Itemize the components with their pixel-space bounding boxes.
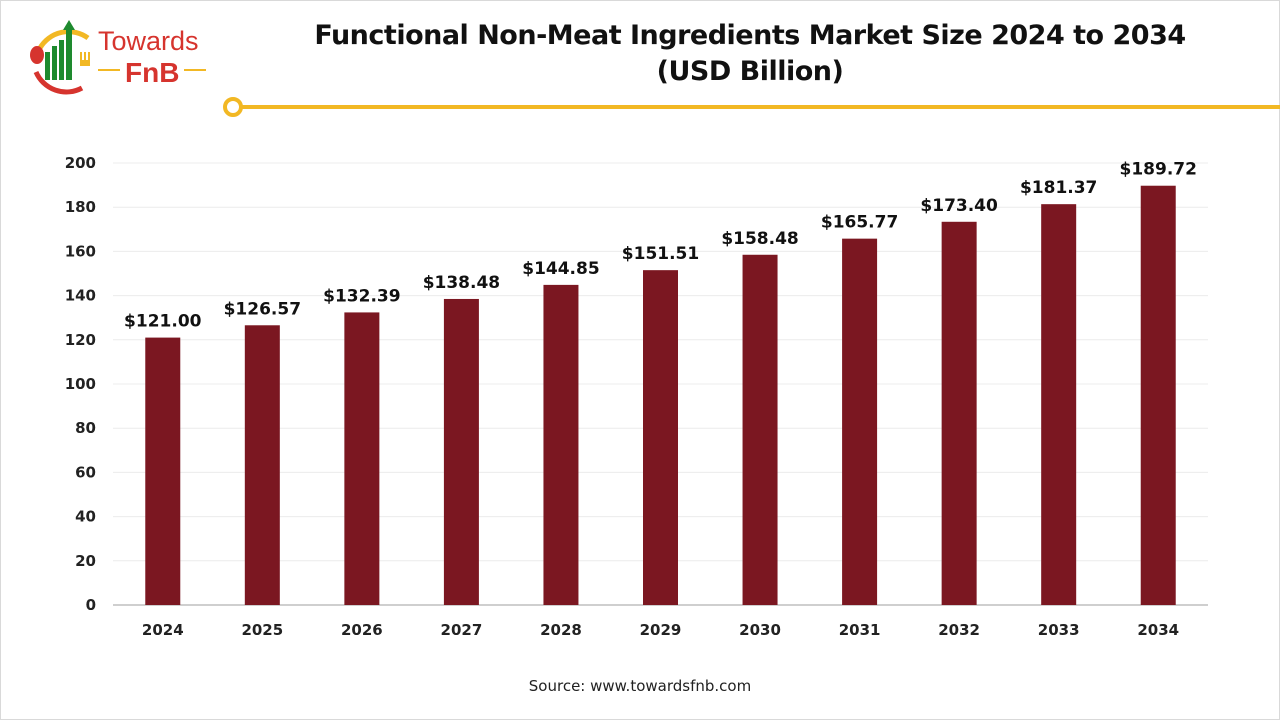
chart-title: Functional Non-Meat Ingredients Market S… (240, 18, 1260, 90)
x-tick-label: 2024 (142, 621, 184, 639)
divider-dot (223, 97, 243, 117)
data-label: $144.85 (522, 259, 599, 279)
x-tick-label: 2031 (839, 621, 881, 639)
x-tick-label: 2030 (739, 621, 781, 639)
title-line: Functional Non-Meat Ingredients Market S… (314, 20, 1186, 51)
data-label: $151.51 (622, 244, 699, 264)
bar (543, 284, 579, 605)
y-tick-label: 160 (65, 242, 96, 260)
data-label: $181.37 (1020, 178, 1097, 198)
data-label: $165.77 (821, 213, 898, 233)
bar (842, 238, 878, 605)
y-tick-label: 60 (75, 463, 96, 481)
bar (1041, 204, 1077, 605)
source-note: Source: www.towardsfnb.com (528, 677, 752, 695)
x-tick-label: 2032 (938, 621, 980, 639)
y-tick-label: 140 (65, 287, 96, 305)
logo: Towards FnB (30, 20, 206, 95)
bar (443, 298, 479, 605)
y-tick-label: 80 (75, 419, 96, 437)
x-tick-label: 2029 (640, 621, 682, 639)
x-tick-label: 2027 (441, 621, 483, 639)
data-label: $121.00 (124, 312, 202, 332)
logo-text-bottom: FnB (125, 57, 179, 88)
x-tick-label: 2028 (540, 621, 582, 639)
x-tick-label: 2025 (241, 621, 283, 639)
bar (244, 325, 280, 605)
y-tick-label: 180 (65, 198, 96, 216)
bar (344, 312, 380, 605)
y-tick-label: 120 (65, 331, 96, 349)
x-tick-label: 2033 (1038, 621, 1080, 639)
y-tick-label: 40 (75, 508, 96, 526)
bar (941, 221, 977, 605)
data-label: $158.48 (721, 229, 798, 249)
data-label: $173.40 (920, 196, 998, 216)
y-tick-label: 20 (75, 552, 96, 570)
data-label: $189.72 (1120, 160, 1197, 180)
bar (742, 254, 778, 605)
bar (643, 270, 678, 605)
y-tick-label: 0 (86, 596, 96, 614)
data-label: $126.57 (224, 299, 301, 319)
x-tick-label: 2026 (341, 621, 383, 639)
y-tick-label: 100 (65, 375, 96, 393)
x-tick-label: 2034 (1137, 621, 1179, 639)
bar (1140, 185, 1176, 605)
data-label: $138.48 (423, 273, 500, 293)
bar (145, 337, 181, 605)
data-label: $132.39 (323, 286, 400, 306)
logo-text-top: Towards (98, 26, 199, 56)
y-tick-label: 200 (65, 154, 96, 172)
subtitle-line: (USD Billion) (656, 56, 844, 87)
